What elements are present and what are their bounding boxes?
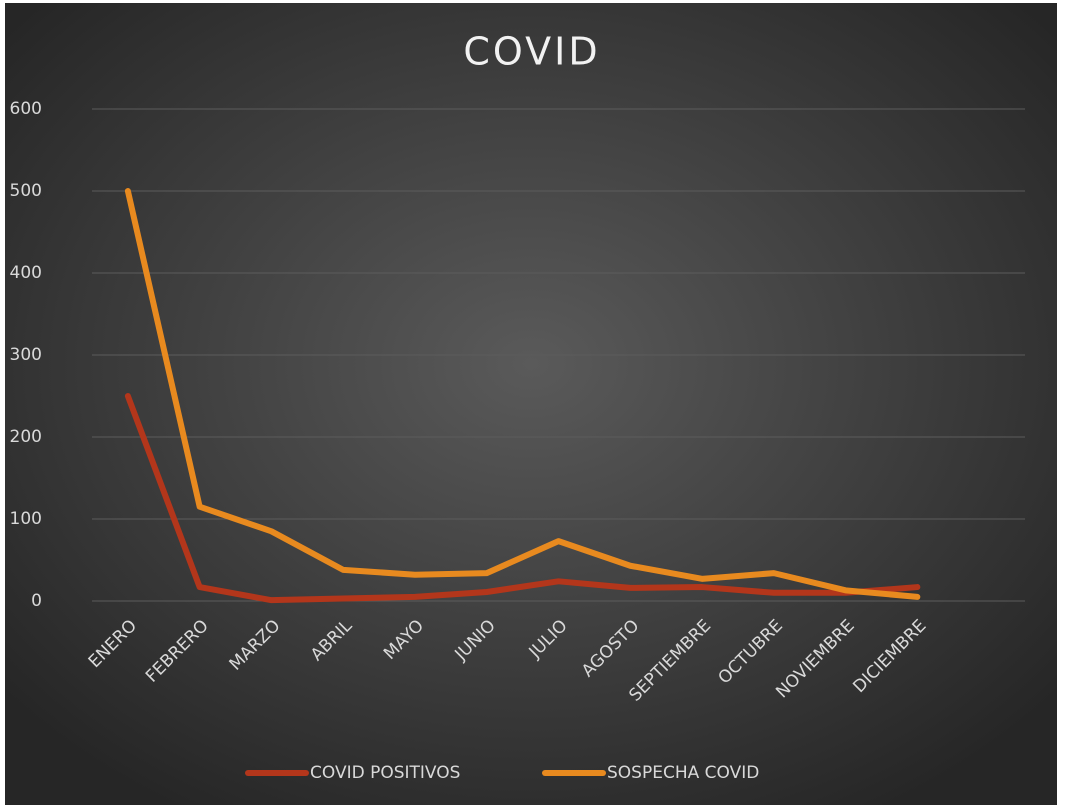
- series-line: [124, 188, 921, 600]
- legend-label: SOSPECHA COVID: [607, 763, 759, 783]
- y-tick-label: 0: [31, 591, 42, 611]
- series-line: [124, 393, 921, 604]
- y-tick-label: 300: [10, 345, 42, 365]
- chart-title: COVID: [463, 30, 600, 74]
- y-tick-label: 500: [10, 181, 42, 201]
- y-tick-label: 200: [10, 427, 42, 447]
- y-tick-label: 400: [10, 263, 42, 283]
- legend-label: COVID POSITIVOS: [310, 763, 460, 783]
- chart-background: [5, 3, 1057, 805]
- y-tick-label: 600: [10, 99, 42, 119]
- y-tick-label: 100: [10, 509, 42, 529]
